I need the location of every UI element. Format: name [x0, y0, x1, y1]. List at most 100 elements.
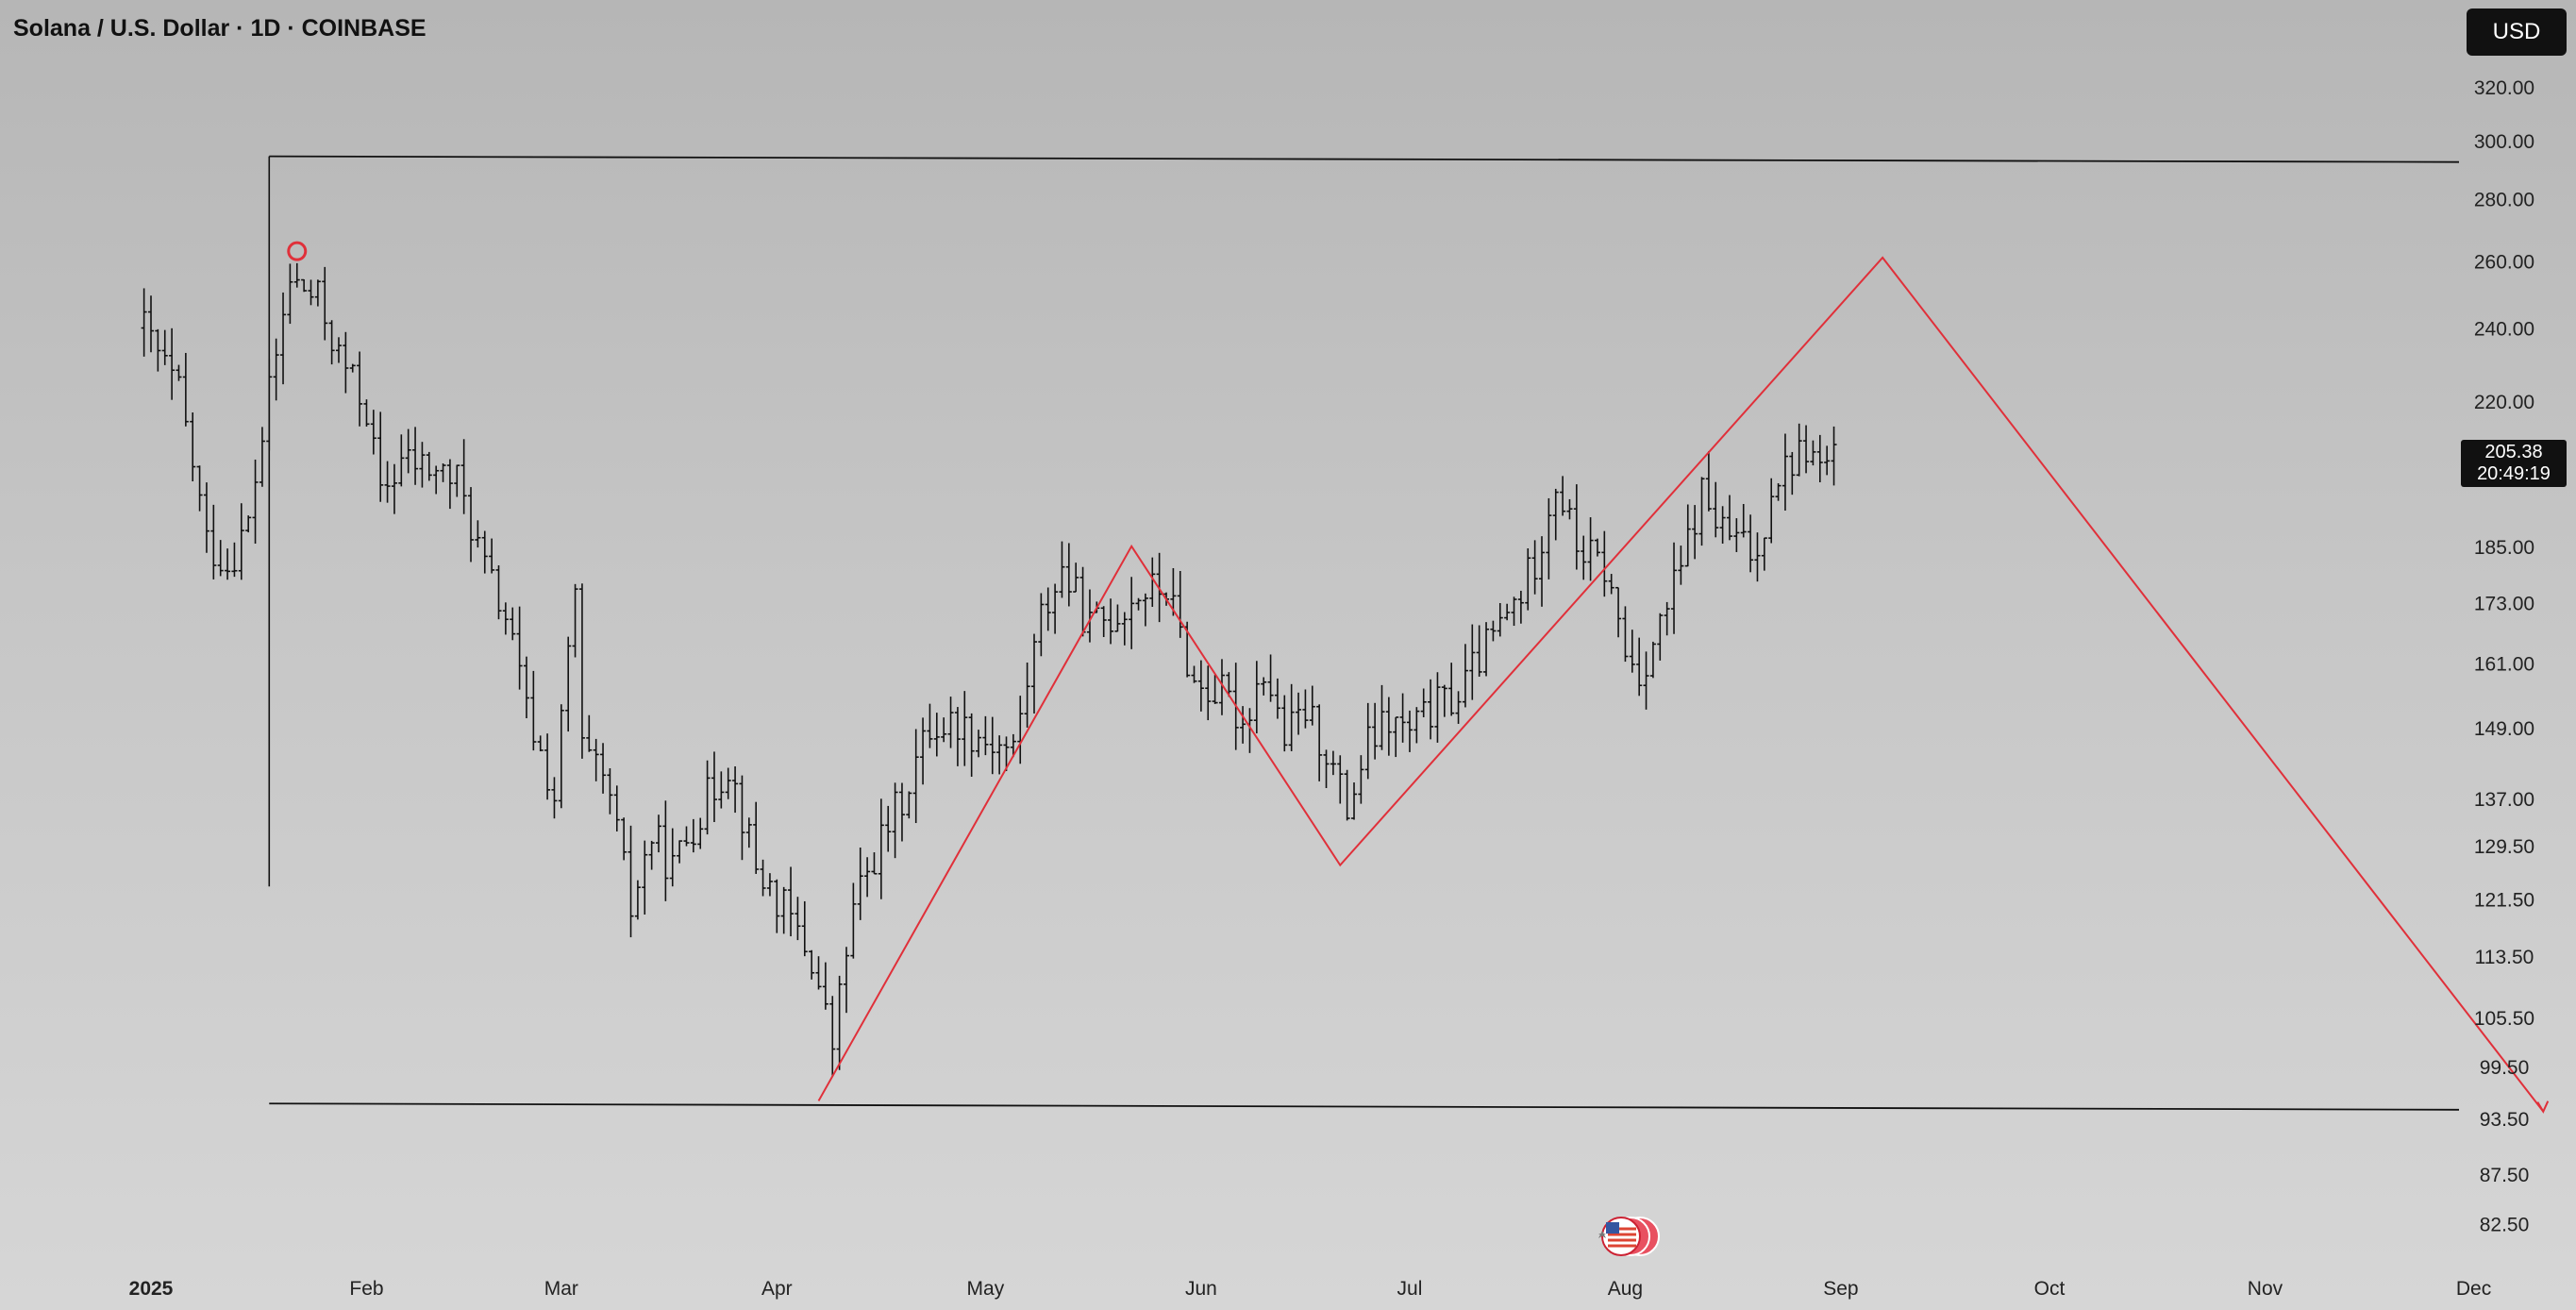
time-tick-label: Dec: [2456, 1278, 2491, 1300]
ohlc-bar: [690, 818, 696, 853]
ohlc-bar: [1385, 697, 1392, 756]
ohlc-bar: [711, 751, 717, 822]
ohlc-bar: [148, 295, 154, 353]
ohlc-bar: [739, 775, 745, 861]
ohlc-bar: [1086, 589, 1093, 643]
ohlc-bar: [1240, 706, 1246, 744]
ohlc-bar: [343, 331, 349, 394]
ohlc-bar: [391, 463, 397, 514]
price-tick-label: 161.00: [2474, 653, 2534, 675]
ohlc-bar: [1372, 702, 1379, 760]
price-tick-label: 137.00: [2474, 789, 2534, 811]
price-tick-label: 113.50: [2475, 947, 2534, 968]
currency-button[interactable]: USD: [2467, 8, 2567, 56]
ohlc-bar: [1552, 488, 1559, 541]
time-tick-label: 2025: [129, 1278, 174, 1300]
ohlc-bar: [662, 800, 669, 901]
ohlc-bar: [161, 329, 168, 365]
ohlc-bar: [1664, 601, 1670, 636]
ohlc-bar: [1226, 672, 1232, 697]
ohlc-bar: [864, 857, 871, 898]
ohlc-bar: [844, 947, 849, 1014]
ohlc-bar: [1497, 602, 1503, 637]
ohlc-bar: [182, 352, 189, 427]
ohlc-bar: [704, 760, 711, 835]
ohlc-bar: [1698, 477, 1705, 546]
ohlc-bar: [920, 717, 927, 785]
ohlc-bar: [1511, 596, 1517, 627]
ohlc-bar: [1079, 566, 1086, 637]
flag-canton: [1606, 1222, 1619, 1234]
ohlc-bar: [335, 337, 342, 363]
price-tick-label: 173.00: [2474, 593, 2534, 614]
ohlc-bar: [287, 263, 293, 325]
ohlc-bar: [634, 880, 641, 920]
time-axis[interactable]: 2025FebMarAprMayJunJulAugSepOctNovDec202…: [129, 1278, 2576, 1300]
ohlc-bar: [954, 707, 961, 766]
ohlc-bar: [460, 439, 467, 514]
ohlc-bar: [1281, 695, 1288, 752]
ohlc-bar: [1149, 557, 1156, 607]
ohlc-bar: [446, 459, 453, 510]
ohlc-bar: [801, 900, 808, 957]
ohlc-bar: [210, 504, 217, 579]
ohlc-bar: [1121, 612, 1128, 646]
ohlc-bar: [760, 859, 766, 897]
ohlc-bar: [745, 817, 752, 848]
ohlc-bar: [1212, 674, 1218, 704]
ohlc-bar: [190, 412, 196, 482]
ohlc-bar: [273, 338, 279, 401]
ohlc-bar: [1455, 691, 1462, 724]
ohlc-bar: [1253, 661, 1260, 734]
ohlc-bar: [1692, 505, 1698, 560]
ohlc-bar: [280, 292, 287, 385]
ohlc-bar: [656, 815, 662, 853]
ohlc-bar: [898, 782, 905, 842]
ohlc-bar: [405, 428, 411, 474]
ohlc-bar: [1448, 663, 1455, 716]
ohlc-bar: [968, 713, 975, 777]
ohlc-bar: [370, 410, 376, 455]
ohlc-bar: [1476, 625, 1482, 677]
ohlc-bar: [1483, 622, 1490, 677]
ohlc-bar: [419, 442, 426, 488]
ohlc-bar: [551, 777, 558, 819]
time-tick-label: Jul: [1397, 1278, 1423, 1300]
price-tick-label: 105.50: [2474, 1008, 2534, 1030]
ohlc-bar: [1296, 692, 1302, 735]
ohlc-bar: [245, 515, 252, 533]
ohlc-bar: [1546, 497, 1552, 579]
ohlc-bar: [941, 717, 947, 743]
ohlc-bar: [1017, 696, 1024, 764]
ohlc-bar: [1413, 707, 1420, 744]
ohlc-bar: [1059, 541, 1065, 598]
ohlc-bar: [1566, 498, 1573, 520]
ohlc-bar: [1768, 478, 1775, 544]
ohlc-bar: [565, 636, 572, 732]
ohlc-bar: [1531, 540, 1538, 595]
ohlc-bar: [468, 487, 475, 563]
ohlc-bar: [440, 463, 446, 482]
price-axis[interactable]: 320.00 300.00 280.00 260.00 240.00 220.00 185.…: [2474, 77, 2534, 1236]
ohlc-bar: [1761, 537, 1767, 571]
ohlc-bar: [523, 656, 529, 719]
price-tick-label: 185.00: [2474, 537, 2534, 559]
economic-events-marker[interactable]: [1598, 1217, 1660, 1256]
ohlc-bar: [433, 465, 440, 495]
time-tick-label: Mar: [544, 1278, 578, 1300]
ohlc-bar: [1719, 506, 1726, 544]
ohlc-bar: [1218, 659, 1225, 715]
price-bars: [141, 262, 1837, 1077]
ohlc-bar: [1740, 504, 1747, 538]
ohlc-bar: [1274, 678, 1280, 719]
ohlc-bar: [1678, 546, 1684, 585]
support-line: [269, 1102, 2460, 1111]
ohlc-bar: [1713, 481, 1719, 538]
ohlc-bar: [1024, 663, 1030, 728]
ohlc-bar: [1344, 769, 1350, 821]
ohlc-bar: [1705, 451, 1712, 512]
ohlc-bar: [1684, 504, 1691, 567]
ohlc-bar: [578, 583, 585, 759]
ohlc-bar: [544, 733, 551, 800]
